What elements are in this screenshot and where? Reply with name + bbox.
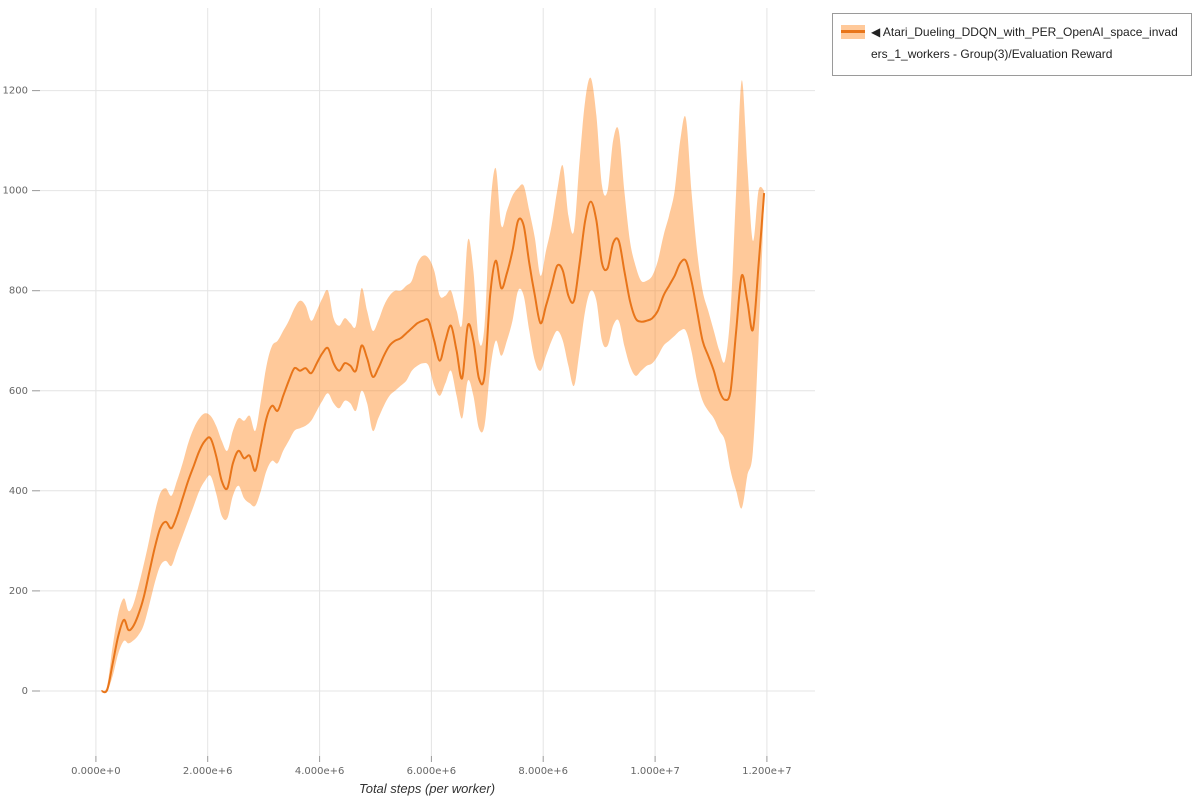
svg-text:200: 200 — [9, 586, 28, 597]
svg-text:6.000e+6: 6.000e+6 — [407, 766, 457, 777]
legend-entry[interactable]: ◀ Atari_Dueling_DDQN_with_PER_OpenAI_spa… — [871, 22, 1181, 65]
legend-line-sample-icon — [841, 30, 865, 33]
svg-text:2.000e+6: 2.000e+6 — [183, 766, 233, 777]
svg-text:800: 800 — [9, 286, 28, 297]
svg-text:400: 400 — [9, 486, 28, 497]
legend-box[interactable]: ◀ Atari_Dueling_DDQN_with_PER_OpenAI_spa… — [832, 13, 1192, 77]
legend-collapse-icon[interactable]: ◀ — [871, 25, 881, 39]
svg-text:8.000e+6: 8.000e+6 — [518, 766, 568, 777]
legend-label: Atari_Dueling_DDQN_with_PER_OpenAI_space… — [871, 25, 1178, 61]
svg-text:4.000e+6: 4.000e+6 — [295, 766, 345, 777]
svg-text:0.000e+0: 0.000e+0 — [71, 766, 121, 777]
svg-text:1000: 1000 — [3, 186, 28, 197]
svg-text:1.000e+7: 1.000e+7 — [630, 766, 680, 777]
svg-text:1.200e+7: 1.200e+7 — [742, 766, 792, 777]
svg-text:0: 0 — [22, 686, 28, 697]
svg-text:600: 600 — [9, 386, 28, 397]
svg-text:1200: 1200 — [3, 86, 28, 97]
legend-swatch-icon — [841, 25, 865, 39]
x-axis-title: Total steps (per worker) — [358, 781, 496, 796]
